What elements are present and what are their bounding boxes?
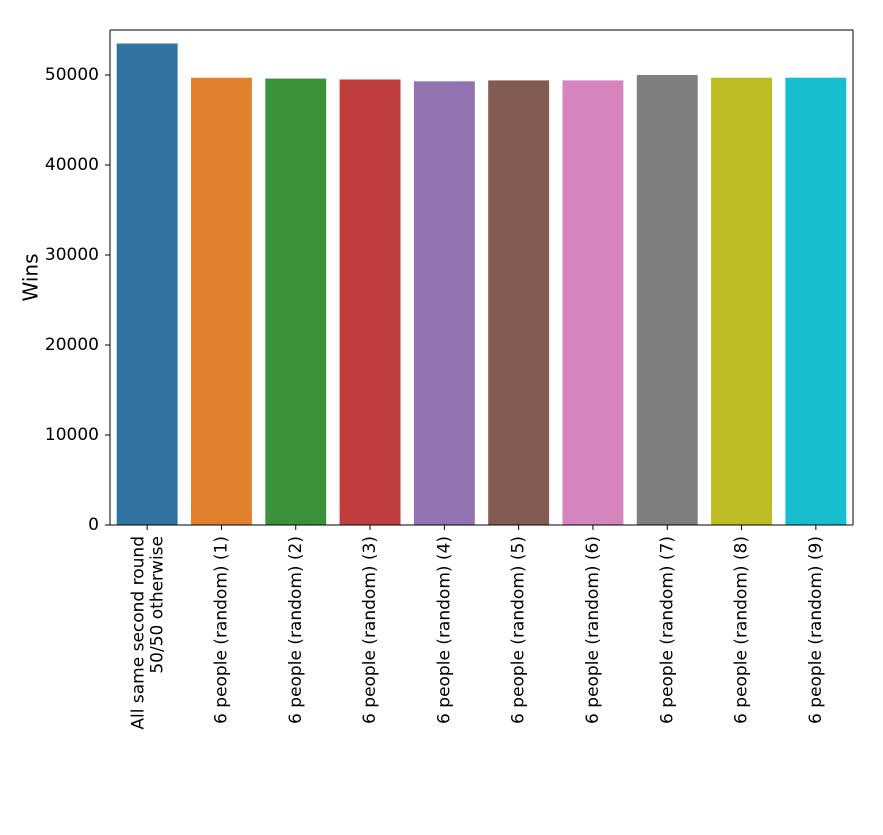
bar xyxy=(414,81,475,525)
y-tick-label: 10000 xyxy=(45,425,99,445)
bar-chart: 01000020000300004000050000All same secon… xyxy=(0,0,883,835)
y-tick-label: 20000 xyxy=(45,335,99,355)
x-tick-label: 6 people (random) (9) xyxy=(806,536,826,724)
y-tick-label: 30000 xyxy=(45,245,99,265)
bar xyxy=(711,78,772,525)
bar xyxy=(340,80,401,526)
bar xyxy=(637,75,698,525)
x-tick-label: 6 people (random) (1) xyxy=(211,536,231,724)
x-tick-label: 6 people (random) (8) xyxy=(732,536,752,724)
bar xyxy=(785,78,846,525)
x-tick-label: 6 people (random) (6) xyxy=(583,536,603,724)
chart-svg: 01000020000300004000050000All same secon… xyxy=(0,0,883,835)
x-tick-label: 6 people (random) (5) xyxy=(509,536,529,724)
y-axis-label: Wins xyxy=(19,254,43,302)
y-tick-label: 50000 xyxy=(45,65,99,85)
bar xyxy=(562,80,623,525)
bar xyxy=(488,80,549,525)
x-tick-label: 6 people (random) (7) xyxy=(657,536,677,724)
y-tick-label: 40000 xyxy=(45,155,99,175)
x-tick-label: 6 people (random) (2) xyxy=(286,536,306,724)
bar xyxy=(265,79,326,525)
x-tick-label: 6 people (random) (4) xyxy=(434,536,454,724)
y-tick-label: 0 xyxy=(88,515,99,535)
bar xyxy=(117,44,178,526)
x-tick-label: 6 people (random) (3) xyxy=(360,536,380,724)
bar xyxy=(191,78,252,525)
